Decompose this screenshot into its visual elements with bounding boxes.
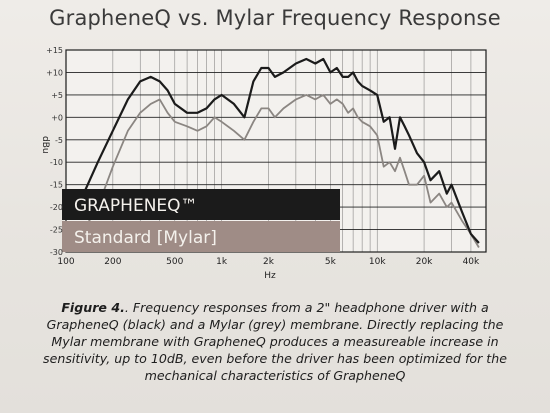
x-tick-label: 5k [325, 257, 337, 267]
y-tick-label: -25 [50, 226, 63, 235]
figure-label: Figure 4. [61, 300, 125, 315]
y-axis-label: dBu [40, 136, 50, 154]
y-tick-label: +0 [51, 113, 63, 122]
x-tick-label: 200 [104, 257, 121, 267]
series-line [65, 57, 480, 244]
y-tick-label: -10 [50, 158, 63, 167]
x-tick-label: 20k [416, 257, 433, 267]
x-tick-label: 2k [263, 257, 275, 267]
x-tick-label: 1k [216, 257, 228, 267]
y-tick-label: -20 [50, 203, 63, 212]
figure-caption: Figure 4.. Frequency responses from a 2"… [30, 299, 520, 384]
frequency-response-chart: GRAPHENEQ™ Standard [Mylar] +15 +10 +5 +0 -5 -… [40, 46, 487, 281]
x-tick-label: 40k [463, 257, 480, 267]
legend-label: Standard [Mylar] [74, 228, 217, 248]
legend-swatch [62, 221, 340, 252]
y-tick-label: -15 [50, 181, 63, 190]
y-tick-label: -30 [50, 248, 63, 257]
chart-title: GrapheneQ vs. Mylar Frequency Response [49, 6, 501, 30]
y-tick-label: +10 [46, 68, 63, 77]
legend-item: Standard [Mylar] [62, 221, 340, 252]
x-tick-label: 500 [166, 257, 183, 267]
legend-item: GRAPHENEQ™ [62, 189, 340, 220]
x-tick-label: 100 [57, 257, 74, 267]
x-axis-label: Hz [264, 271, 276, 281]
legend-label: GRAPHENEQ™ [74, 196, 198, 216]
legend-swatch [62, 189, 340, 220]
y-tick-label: -5 [55, 136, 63, 145]
series-line [65, 94, 480, 249]
x-tick-label: 10k [369, 257, 386, 267]
y-tick-label: +5 [51, 91, 63, 100]
caption-text: . Frequency responses from a 2" headphon… [43, 300, 507, 383]
y-tick-label: +15 [46, 46, 63, 55]
